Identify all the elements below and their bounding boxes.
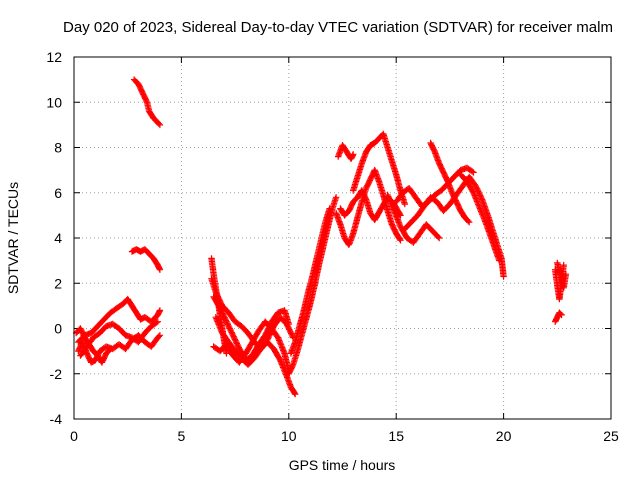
x-tick-label: 15: [388, 428, 404, 444]
y-tick-label: 8: [54, 140, 62, 156]
data-point: [558, 311, 565, 319]
data-point: [292, 390, 299, 398]
data-point: [156, 266, 164, 273]
data-point: [154, 318, 161, 325]
y-tick-label: -2: [50, 366, 63, 382]
data-point: [466, 219, 473, 226]
y-axis-label: SDTVAR / TECUs: [5, 182, 21, 294]
data-point: [474, 186, 481, 194]
data-point: [436, 234, 443, 242]
x-axis-label: GPS time / hours: [289, 457, 396, 473]
ticks-layer: 0 5 10 15 20 25 -4 -2 0 2 4 6 8 10 12: [46, 49, 619, 444]
data-point: [401, 200, 408, 208]
y-tick-label: 12: [46, 49, 62, 65]
data-point: [106, 346, 113, 354]
data-point: [326, 205, 333, 212]
data-point: [156, 307, 164, 314]
data-point: [156, 332, 164, 339]
data-point: [500, 273, 507, 280]
data-point: [465, 217, 472, 225]
y-tick-label: -4: [50, 411, 63, 427]
data-point: [560, 261, 567, 269]
data-point: [397, 237, 404, 244]
plot-frame: [73, 56, 612, 420]
data-point: [350, 151, 357, 158]
data-point: [557, 310, 564, 317]
data-point: [234, 342, 242, 350]
data-point: [443, 176, 451, 184]
data-point: [285, 320, 292, 328]
x-tick-label: 0: [70, 428, 78, 444]
data-point: [155, 333, 162, 340]
data-points-layer: [72, 76, 570, 398]
y-tick-label: 4: [54, 230, 62, 246]
x-tick-label: 10: [281, 428, 297, 444]
y-tick-label: 0: [54, 321, 62, 337]
data-point: [396, 235, 403, 243]
y-tick-label: 10: [46, 94, 62, 110]
data-point: [332, 194, 340, 201]
chart-title: Day 020 of 2023, Sidereal Day-to-day VTE…: [63, 19, 613, 36]
data-point: [434, 233, 442, 241]
y-tick-label: 2: [54, 275, 62, 291]
data-point: [562, 271, 570, 278]
y-tick-label: 6: [54, 185, 62, 201]
data-point: [153, 319, 160, 326]
x-tick-label: 5: [178, 428, 186, 444]
data-point: [469, 168, 476, 175]
data-point: [156, 121, 164, 129]
x-tick-label: 20: [496, 428, 512, 444]
data-point: [496, 257, 503, 264]
data-point: [288, 331, 295, 338]
data-point: [291, 389, 298, 397]
data-point: [107, 345, 114, 353]
x-tick-label: 25: [603, 428, 619, 444]
data-point: [155, 120, 162, 127]
data-point: [470, 169, 477, 176]
